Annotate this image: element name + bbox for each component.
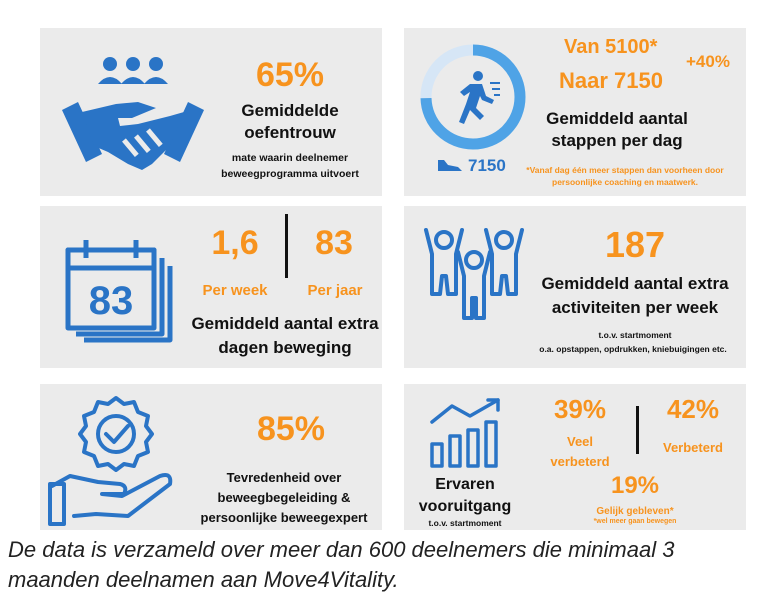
card-tevredenheid: 85% Tevredenheid over beweegbegeleiding … [40, 384, 382, 530]
running-person-icon [459, 71, 500, 124]
vooruitgang-sub: t.o.v. startmoment [428, 518, 502, 528]
activiteiten-title: Gemiddeld aantal extra activiteiten per … [541, 274, 729, 317]
step-progress-ring [420, 44, 526, 150]
steps-title: Gemiddeld aantal stappen per dag [546, 109, 688, 150]
oefentrouw-percentage: 65% [255, 56, 325, 94]
card-stappen: Van 5100* Naar 7150 +40% Gemiddeld aanta… [404, 28, 746, 196]
steps-increase: +40% [686, 52, 730, 71]
footer-line-1: De data is verzameld over meer dan 600 d… [8, 537, 675, 562]
gelijk-label: Gelijk gebleven* [596, 506, 674, 517]
tevredenheid-percentage: 85% [256, 410, 326, 448]
card-extra-activiteiten: 187 Gemiddeld aantal extra activiteiten … [404, 206, 746, 368]
growth-chart-icon [430, 398, 500, 468]
cheering-group-icon [424, 228, 524, 320]
vooruitgang-title: Ervaren vooruitgang [418, 476, 512, 515]
activiteiten-sub1: t.o.v. startmoment [598, 330, 672, 340]
footer-line-2: maanden deelnamen aan Move4Vitality. [8, 567, 399, 592]
progress-divider [636, 406, 639, 454]
steps-from: Van 5100* [564, 36, 658, 58]
steps-count: 7150 [468, 156, 506, 175]
oefentrouw-title: Gemiddelde oefentrouw [241, 101, 339, 142]
steps-note: *Vanaf dag één meer stappen dan voorheen… [526, 165, 724, 187]
hand-badge-check-icon [48, 396, 173, 526]
per-week-value: 1,6 [211, 224, 259, 262]
activiteiten-sub2: o.a. opstappen, opdrukken, kniebuigingen… [539, 344, 727, 354]
activiteiten-value: 187 [604, 224, 666, 265]
per-year-value: 83 [315, 224, 353, 262]
steps-to: Naar 7150 [559, 68, 663, 93]
oefentrouw-description: mate waarin deelnemer beweegprogramma ui… [221, 152, 359, 180]
gelijk-note: *wel meer gaan bewegen [593, 518, 677, 525]
card-oefentrouw: 65% Gemiddelde oefentrouw mate waarin de… [40, 28, 382, 196]
veel-verbeterd-label: Veel verbeterd [550, 434, 610, 469]
stat-divider [285, 214, 288, 278]
verbeterd-label: Verbeterd [663, 440, 723, 455]
shoe-icon [438, 160, 462, 171]
per-year-label: Per jaar [307, 282, 363, 299]
calendar-number: 83 [89, 279, 134, 323]
gelijk-pct: 19% [610, 472, 660, 499]
verbeterd-pct: 42% [666, 394, 720, 424]
extra-dagen-title: Gemiddeld aantal extra dagen beweging [191, 314, 379, 357]
per-week-label: Per week [202, 282, 268, 299]
handshake-icon [62, 57, 204, 170]
card-extra-dagen: 83 1,6 83 Per week Per jaar Gemiddeld aa… [40, 206, 382, 368]
tevredenheid-title: Tevredenheid over beweegbegeleiding & pe… [200, 470, 368, 525]
card-vooruitgang: Ervaren vooruitgang t.o.v. startmoment 3… [404, 384, 746, 530]
veel-verbeterd-pct: 39% [553, 394, 607, 424]
footer-note: De data is verzameld over meer dan 600 d… [8, 535, 768, 595]
calendar-icon: 83 [65, 240, 173, 343]
